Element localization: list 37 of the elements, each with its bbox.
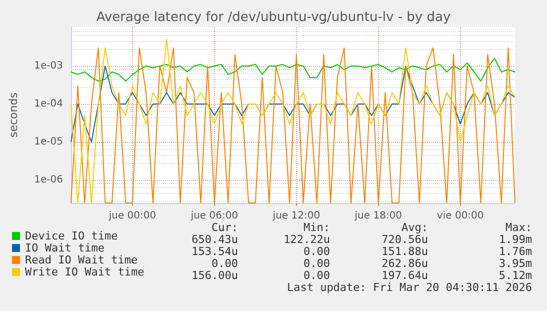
text: Last update: Fri Mar 20 04:30:11 2026 xyxy=(286,281,532,294)
text: 0.00 xyxy=(304,257,330,270)
text: 3.95m xyxy=(498,257,532,270)
text: 153.54u xyxy=(192,245,238,258)
y-tick-label: 1e-05 xyxy=(34,136,63,148)
chart-title: Average latency for /dev/ubuntu-vg/ubuntu-lv - by day xyxy=(96,10,451,25)
text: 0.00 xyxy=(304,269,330,282)
text: Min: xyxy=(304,221,330,234)
text: Avg: xyxy=(402,221,428,234)
legend-label: Write IO Wait time xyxy=(25,266,144,278)
line-series xyxy=(70,58,516,82)
text: 720.56u xyxy=(382,233,428,246)
y-axis-title: seconds xyxy=(7,92,20,138)
x-tick-label: jue 12:00 xyxy=(272,210,320,222)
y-tick-label: 1e-04 xyxy=(34,98,63,110)
text: 262.86u xyxy=(382,257,428,270)
y-tick-label: 1e-03 xyxy=(34,60,63,72)
y-tick-label: 1e-06 xyxy=(34,174,63,186)
text: 650.43u xyxy=(192,233,238,246)
text: 5.12m xyxy=(498,269,532,282)
x-tick-label: jue 00:00 xyxy=(108,210,156,222)
text: 1.99m xyxy=(498,233,532,246)
text: Max: xyxy=(506,221,532,234)
x-tick-label: jue 06:00 xyxy=(190,210,238,222)
text: 122.22u xyxy=(284,233,330,246)
text: 151.88u xyxy=(382,245,428,258)
text: 1.76m xyxy=(498,245,532,258)
text: 156.00u xyxy=(192,269,238,282)
text: 197.64u xyxy=(382,269,428,282)
legend-label: Device IO time xyxy=(25,230,118,242)
legend-label: Read IO Wait time xyxy=(25,254,138,266)
text: 0.00 xyxy=(212,257,238,270)
x-tick-label: jue 18:00 xyxy=(354,210,402,222)
text: Cur: xyxy=(212,221,238,234)
text: 0.00 xyxy=(304,245,330,258)
x-tick-label: vie 00:00 xyxy=(436,210,484,222)
legend-label: IO Wait time xyxy=(25,242,104,254)
